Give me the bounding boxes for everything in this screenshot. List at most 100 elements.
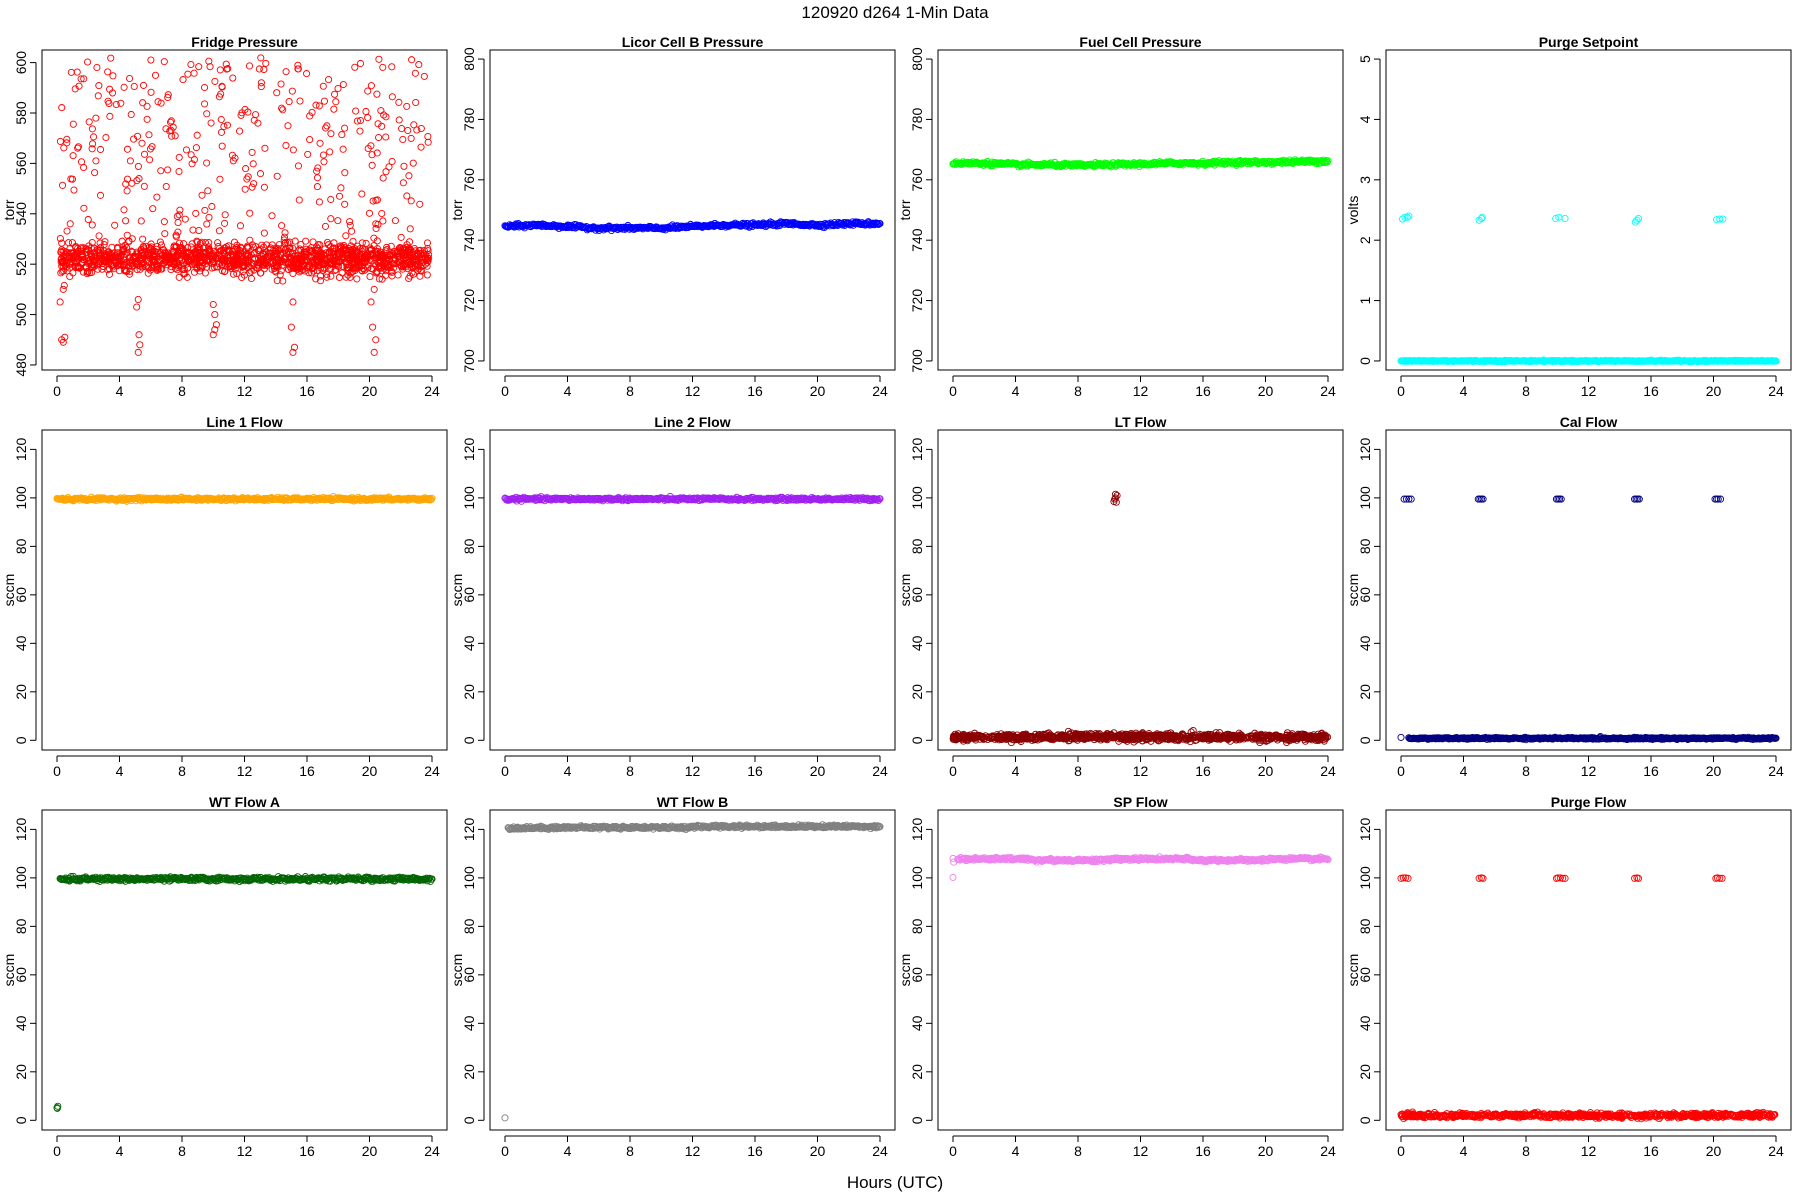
data-point — [388, 63, 396, 71]
data-point — [217, 128, 226, 136]
data-point — [272, 261, 280, 269]
data-point — [267, 249, 275, 257]
data-point — [166, 127, 174, 135]
data-point — [107, 253, 115, 261]
data-point — [250, 180, 258, 188]
x-tick-label: 0 — [53, 383, 61, 399]
data-point — [257, 79, 265, 87]
data-point — [289, 146, 297, 154]
data-point — [77, 75, 85, 83]
data-point — [1634, 214, 1643, 222]
data-point — [259, 250, 268, 258]
data-point — [84, 58, 92, 66]
data-point — [372, 269, 380, 277]
y-tick-label: 540 — [13, 202, 29, 226]
data-point — [306, 136, 314, 144]
data-point — [86, 257, 94, 265]
data-point — [222, 243, 231, 251]
data-point — [1552, 214, 1560, 222]
x-tick-label: 0 — [949, 763, 957, 779]
data-point — [101, 238, 109, 246]
data-point — [377, 254, 385, 262]
y-tick-label: 700 — [909, 349, 925, 373]
data-point — [221, 267, 229, 275]
data-point — [84, 268, 92, 276]
data-point — [189, 226, 197, 234]
data-point — [423, 239, 432, 247]
data-point — [289, 298, 297, 306]
data-point — [63, 139, 71, 147]
data-point — [359, 254, 367, 262]
data-point — [246, 236, 254, 244]
data-point — [56, 137, 64, 145]
y-axis-label: torr — [1, 199, 17, 220]
data-point — [115, 267, 123, 275]
data-point — [362, 107, 370, 116]
data-point — [303, 70, 311, 78]
data-point — [205, 239, 213, 247]
data-point — [172, 233, 180, 241]
data-point — [378, 275, 386, 283]
data-point — [352, 107, 360, 115]
data-point — [133, 303, 141, 311]
data-point — [242, 250, 250, 258]
data-point — [156, 238, 164, 246]
data-point — [88, 268, 96, 277]
data-point — [391, 217, 399, 225]
y-tick-label: 600 — [13, 51, 29, 75]
data-point — [310, 267, 318, 275]
data-point — [229, 270, 238, 278]
data-point — [147, 88, 155, 96]
data-point — [364, 114, 372, 122]
data-point — [340, 243, 348, 251]
data-point — [175, 153, 183, 161]
data-point — [114, 244, 122, 252]
x-tick-label: 16 — [747, 763, 763, 779]
y-tick-label: 780 — [909, 108, 925, 132]
data-point — [257, 83, 265, 91]
data-point — [280, 233, 289, 241]
data-point — [291, 237, 299, 245]
data-point — [231, 265, 239, 273]
data-point — [268, 212, 276, 220]
data-point — [139, 243, 147, 251]
x-tick-label: 20 — [362, 763, 378, 779]
data-point — [386, 264, 394, 272]
data-point — [1323, 158, 1331, 166]
data-point — [157, 241, 166, 249]
data-point — [59, 285, 67, 293]
data-point — [358, 190, 366, 198]
data-point — [72, 244, 80, 252]
data-point — [413, 126, 421, 134]
data-point — [190, 69, 198, 77]
data-point — [123, 187, 131, 195]
x-tick-label: 12 — [685, 383, 701, 399]
data-point — [334, 84, 342, 93]
data-point — [216, 66, 224, 74]
data-point — [360, 265, 368, 273]
data-point — [328, 253, 336, 261]
data-point — [280, 254, 288, 262]
y-tick-label: 120 — [461, 438, 477, 462]
data-point — [210, 247, 218, 255]
data-point — [262, 59, 270, 67]
data-point — [367, 251, 375, 259]
y-tick-label: 760 — [909, 168, 925, 192]
data-point — [117, 99, 125, 107]
y-tick-label: 780 — [461, 108, 477, 132]
data-point — [166, 118, 175, 126]
data-point — [162, 125, 170, 133]
x-tick-label: 0 — [501, 383, 509, 399]
data-point — [1716, 215, 1724, 223]
data-point — [1129, 160, 1137, 168]
data-point — [319, 82, 327, 90]
y-tick-label: 4 — [1357, 115, 1373, 123]
data-point — [312, 247, 320, 255]
data-point — [260, 229, 268, 237]
data-point — [1399, 215, 1407, 223]
data-point — [350, 252, 358, 261]
data-point — [293, 251, 301, 260]
